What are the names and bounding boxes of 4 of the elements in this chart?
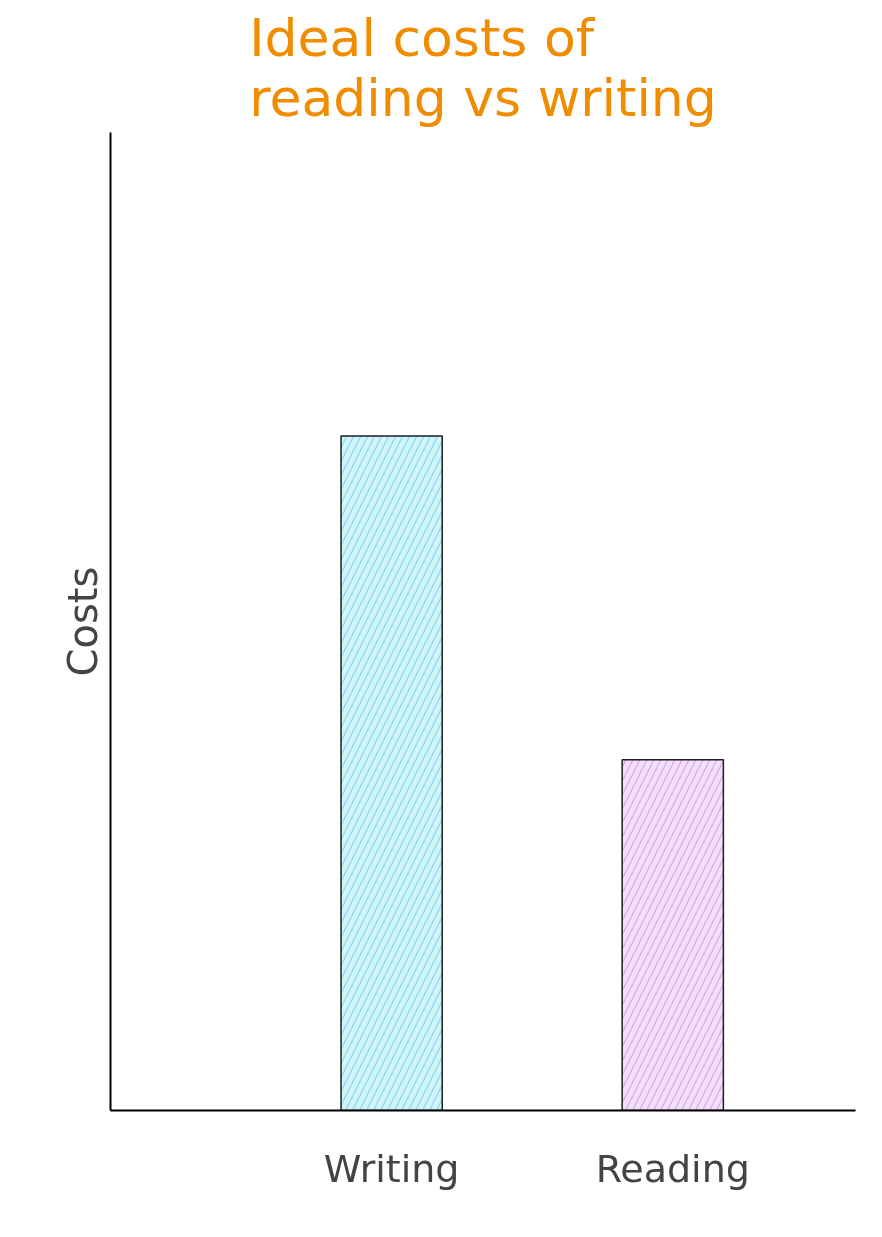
- chart-title: Ideal costs of reading vs writing: [249, 7, 717, 128]
- x-tick-label: Writing: [323, 1146, 460, 1191]
- x-tick-label: Reading: [595, 1146, 750, 1191]
- y-axis-title: Costs: [59, 566, 106, 677]
